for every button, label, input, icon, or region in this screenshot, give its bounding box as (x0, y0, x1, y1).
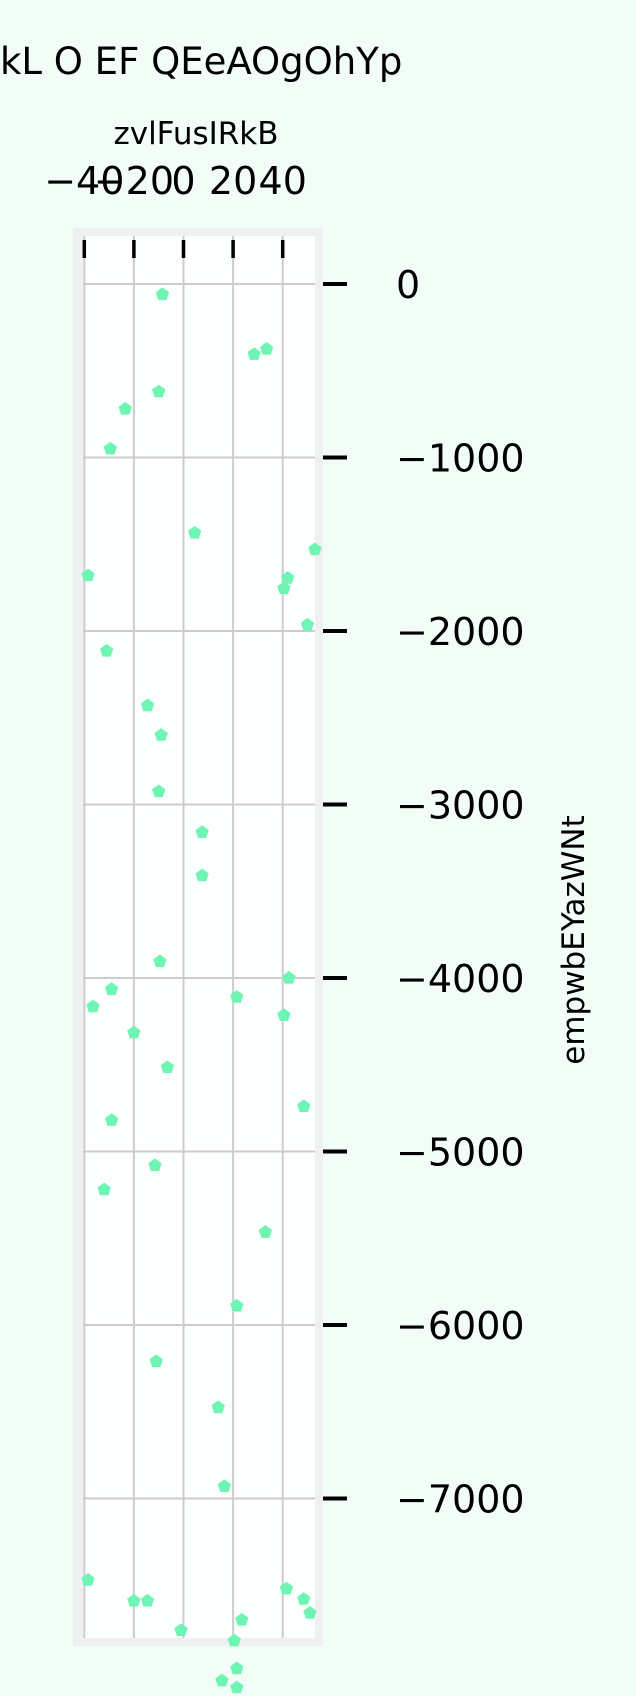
data-point (188, 525, 202, 539)
data-point (259, 342, 274, 355)
data-point (277, 1008, 291, 1021)
data-point (277, 581, 291, 595)
x-tick-label: 0 (171, 159, 195, 203)
data-point (230, 990, 244, 1003)
y-tick-label: 0 (396, 263, 420, 307)
data-point (297, 1592, 311, 1605)
chart-title: kL O EF QEeAOgOhYp (0, 40, 402, 83)
data-point (195, 825, 209, 838)
data-point (149, 1354, 163, 1368)
data-point (140, 1593, 155, 1607)
data-point (118, 401, 132, 415)
data-point (230, 1298, 244, 1312)
data-point (215, 1673, 229, 1687)
data-point (104, 1113, 119, 1126)
data-point (148, 1158, 162, 1172)
data-point (104, 982, 119, 995)
data-point (152, 784, 166, 798)
data-point (230, 1661, 244, 1675)
plot-area (83, 236, 315, 1638)
y-tick-label: −3000 (396, 784, 525, 828)
data-point (154, 728, 168, 741)
data-point (281, 571, 295, 584)
x-tick-label: −40 (44, 159, 124, 203)
data-point (308, 542, 322, 556)
data-point (247, 347, 261, 360)
y-tick-label: −1000 (396, 437, 525, 481)
data-point (81, 1573, 95, 1586)
y-axis-ticks: 0 −1000 −2000 −3000 −4000 −5000 −6000 −7000 (323, 263, 525, 1522)
y-tick-label: −6000 (396, 1304, 525, 1348)
data-point (81, 568, 95, 582)
data-point (99, 643, 114, 657)
data-point (297, 1099, 311, 1113)
x-axis-ticks: −40−200 20 40 (44, 159, 307, 258)
data-point (211, 1400, 225, 1414)
data-point (140, 698, 155, 712)
data-point (258, 1225, 272, 1238)
data-point (195, 868, 209, 882)
data-point (217, 1479, 232, 1493)
data-point (230, 1680, 244, 1694)
data-point (127, 1025, 141, 1039)
data-point (300, 617, 315, 631)
y-tick-label: −7000 (396, 1478, 525, 1522)
y-tick-label: −4000 (396, 957, 525, 1001)
data-point (103, 441, 117, 455)
data-point (86, 999, 100, 1013)
x-tick-label: −20 (94, 159, 174, 203)
data-point (174, 1623, 188, 1637)
data-points (81, 287, 322, 1694)
y-tick-label: −5000 (396, 1131, 525, 1175)
y-axis-label: empwbEYazWNt (556, 815, 592, 1065)
data-point (160, 1060, 175, 1074)
data-point (97, 1182, 111, 1196)
data-point (235, 1612, 249, 1626)
data-point (282, 971, 296, 984)
data-point (127, 1593, 141, 1607)
data-point (227, 1633, 241, 1647)
y-tick-label: −2000 (396, 610, 525, 654)
data-point (279, 1581, 294, 1595)
data-point (155, 287, 170, 301)
x-tick-label: 40 (259, 159, 307, 203)
x-axis-label: zvlFusIRkB (113, 116, 278, 152)
data-point (303, 1606, 317, 1619)
data-point (152, 384, 166, 398)
x-tick-label: 20 (209, 159, 257, 203)
data-point (153, 954, 167, 968)
grid (83, 236, 315, 1638)
